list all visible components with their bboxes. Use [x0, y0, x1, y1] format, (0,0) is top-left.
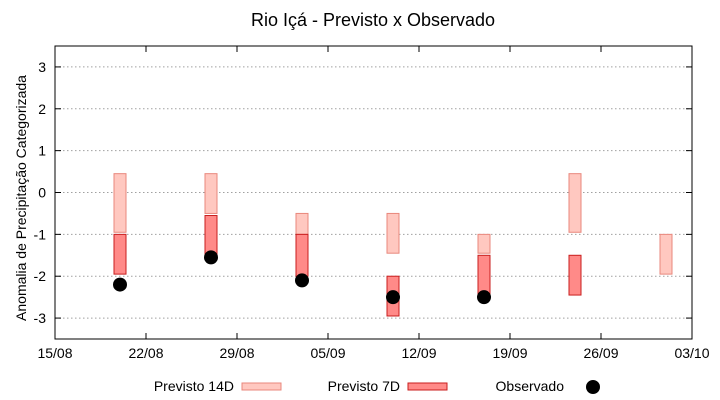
series-previsto-7d	[113, 215, 582, 317]
y-axis-label: Anomalia de Precipitação Categorizada	[13, 75, 29, 321]
bar-previsto-14d	[659, 233, 673, 275]
y-tick-label: 2	[38, 101, 46, 117]
x-tick-label: 12/09	[401, 345, 436, 361]
x-tick-label: 29/08	[219, 345, 254, 361]
x-tick-label: 03/10	[674, 345, 709, 361]
plot-frame	[54, 45, 693, 340]
x-tick-label: 26/09	[583, 345, 618, 361]
bar-previsto-14d	[204, 173, 218, 214]
legend-marker-observado	[586, 380, 600, 394]
y-tick-label: 3	[38, 59, 46, 75]
y-tick-label: 0	[38, 185, 46, 201]
series-previsto-14d	[113, 173, 673, 275]
bar-previsto-7d	[113, 233, 127, 275]
bar-previsto-7d	[295, 233, 309, 277]
bar-previsto-14d	[295, 212, 309, 235]
x-tick-label: 22/08	[128, 345, 163, 361]
gridlines	[55, 66, 692, 319]
y-tick-label: 1	[38, 143, 46, 159]
bar-previsto-14d	[113, 173, 127, 233]
y-tick-labels: -3 -2 -1 0 1 2 3	[34, 59, 47, 326]
x-tick-label: 05/09	[310, 345, 345, 361]
point-observado	[477, 290, 491, 305]
bar-previsto-7d	[568, 254, 582, 296]
bar-previsto-7d	[477, 254, 491, 296]
legend-swatch-previsto-7d	[407, 382, 448, 391]
legend-label-previsto-14d: Previsto 14D	[154, 378, 234, 394]
point-observado	[113, 277, 127, 292]
bar-previsto-7d	[204, 215, 218, 256]
legend-label-previsto-7d: Previsto 7D	[328, 378, 400, 394]
y-tick-label: -2	[34, 268, 47, 284]
chart-title: Rio Içá - Previsto x Observado	[251, 10, 495, 30]
x-tick-labels: 15/08 22/08 29/08 05/09 12/09 19/09 26/09 03/10	[37, 345, 709, 361]
y-tick-label: -1	[34, 226, 47, 242]
legend-label-observado: Observado	[496, 378, 565, 394]
x-tick-label: 19/09	[492, 345, 527, 361]
series-observado	[113, 250, 491, 305]
legend: Previsto 14D Previsto 7D Observado	[154, 378, 600, 394]
point-observado	[295, 273, 309, 288]
point-observado	[204, 250, 218, 265]
bar-previsto-14d	[568, 173, 582, 233]
x-tick-label: 15/08	[37, 345, 72, 361]
bar-previsto-14d	[477, 233, 491, 254]
y-tick-label: -3	[34, 310, 47, 326]
point-observado	[386, 290, 400, 305]
legend-swatch-previsto-14d	[241, 382, 282, 391]
bar-previsto-14d	[386, 212, 400, 254]
